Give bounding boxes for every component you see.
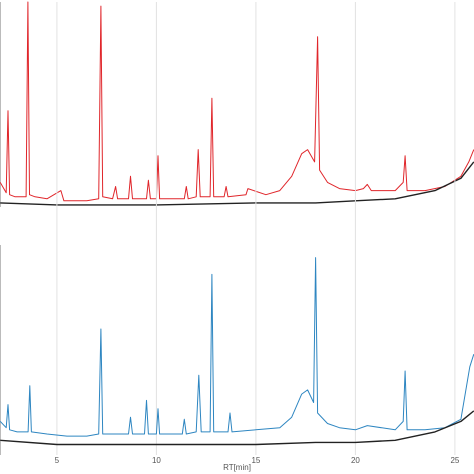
x-tick-label: 10 [152,456,161,465]
data-line [0,161,474,206]
x-tick-label: 15 [251,456,260,465]
data-line [0,257,474,437]
data-line [0,410,474,446]
x-tick-label: 25 [450,456,459,465]
x-tick-label: 5 [55,456,60,465]
x-tick-label: 20 [351,456,360,465]
data-line [0,1,474,202]
x-axis-label: RT[min] [223,463,251,472]
